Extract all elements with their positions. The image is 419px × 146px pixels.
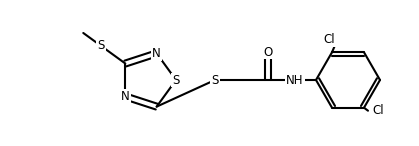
Text: N: N [121, 90, 130, 103]
Text: NH: NH [286, 73, 304, 86]
Text: N: N [152, 47, 161, 60]
Text: Cl: Cl [372, 104, 384, 117]
Text: S: S [97, 39, 105, 52]
Text: Cl: Cl [323, 33, 335, 46]
Text: O: O [264, 46, 273, 59]
Text: S: S [211, 73, 219, 86]
Text: S: S [172, 73, 180, 86]
